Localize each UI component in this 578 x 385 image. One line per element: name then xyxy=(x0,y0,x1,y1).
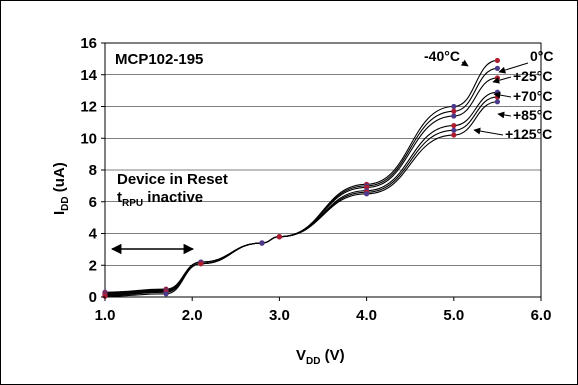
series-label-arrow xyxy=(497,111,512,119)
series-label: +85°C xyxy=(513,107,552,123)
series-label-arrow xyxy=(498,62,529,74)
y-tick-label: 8 xyxy=(89,162,97,179)
series-label: -40°C xyxy=(424,48,460,64)
series-label: 0°C xyxy=(530,48,554,64)
data-point xyxy=(451,113,457,119)
chart-title: MCP102-195 xyxy=(115,51,203,68)
reset-annotation-line2: tRPU inactive xyxy=(117,189,203,209)
tick-labels: 0 2 4 6 8 10 12 14 16 1.0 2.0 3.0 4.0 5.0 6.0 xyxy=(80,35,551,324)
series-label: +70°C xyxy=(513,88,552,104)
y-tick-label: 12 xyxy=(80,99,97,116)
data-point xyxy=(451,132,457,138)
y-axis-label-sub: DD xyxy=(60,196,71,210)
series-label: +125°C xyxy=(505,126,552,142)
data-point xyxy=(364,191,370,197)
y-axis-label-unit: (uA) xyxy=(51,162,68,196)
series-labels: -40°C 0°C +25°C +70°C +85°C +125°C xyxy=(424,48,554,142)
y-tick-label: 14 xyxy=(80,67,97,84)
x-tick-label: 6.0 xyxy=(531,307,552,324)
data-point xyxy=(494,75,500,81)
x-tick-label: 5.0 xyxy=(443,307,464,324)
data-point xyxy=(494,99,500,105)
y-tick-label: 6 xyxy=(89,194,97,211)
data-point xyxy=(494,65,500,71)
data-point xyxy=(163,291,169,297)
reset-annotation-sub: RPU xyxy=(122,198,143,209)
series-label: +25°C xyxy=(513,68,552,84)
reset-annotation-t: t xyxy=(117,189,122,206)
data-point xyxy=(102,293,108,299)
x-axis-label-sub: DD xyxy=(306,356,320,367)
x-axis-label: VDD (V) xyxy=(296,347,345,367)
y-tick-label: 0 xyxy=(89,289,97,306)
data-point xyxy=(451,103,457,110)
data-point xyxy=(451,127,457,133)
x-axis-label-main: V xyxy=(296,347,306,364)
x-axis-label-unit: (V) xyxy=(320,347,344,364)
x-tick-label: 1.0 xyxy=(95,307,116,324)
data-point xyxy=(451,122,457,129)
reset-annotation-line1: Device in Reset xyxy=(117,171,228,188)
data-point xyxy=(276,234,282,240)
grid-lines xyxy=(105,74,541,266)
x-tick-label: 2.0 xyxy=(182,307,203,324)
y-tick-label: 16 xyxy=(80,35,97,52)
reset-annotation-rest: inactive xyxy=(143,189,203,206)
y-axis-label: IDD (uA) xyxy=(51,162,71,215)
markers-layer xyxy=(102,57,500,299)
y-tick-label: 2 xyxy=(89,257,97,274)
series-label-arrow xyxy=(493,91,512,99)
data-point xyxy=(494,57,500,64)
data-point xyxy=(451,108,457,114)
x-tick-label: 3.0 xyxy=(269,307,290,324)
y-tick-label: 4 xyxy=(89,226,98,243)
series-label-arrow xyxy=(473,127,504,136)
series-label-arrow xyxy=(492,76,512,84)
y-tick-label: 10 xyxy=(80,130,97,147)
x-tick-label: 4.0 xyxy=(356,307,377,324)
data-point xyxy=(259,240,265,246)
data-point xyxy=(198,261,204,267)
series-label-arrow xyxy=(460,59,469,67)
y-axis-label-main: I xyxy=(51,211,68,215)
